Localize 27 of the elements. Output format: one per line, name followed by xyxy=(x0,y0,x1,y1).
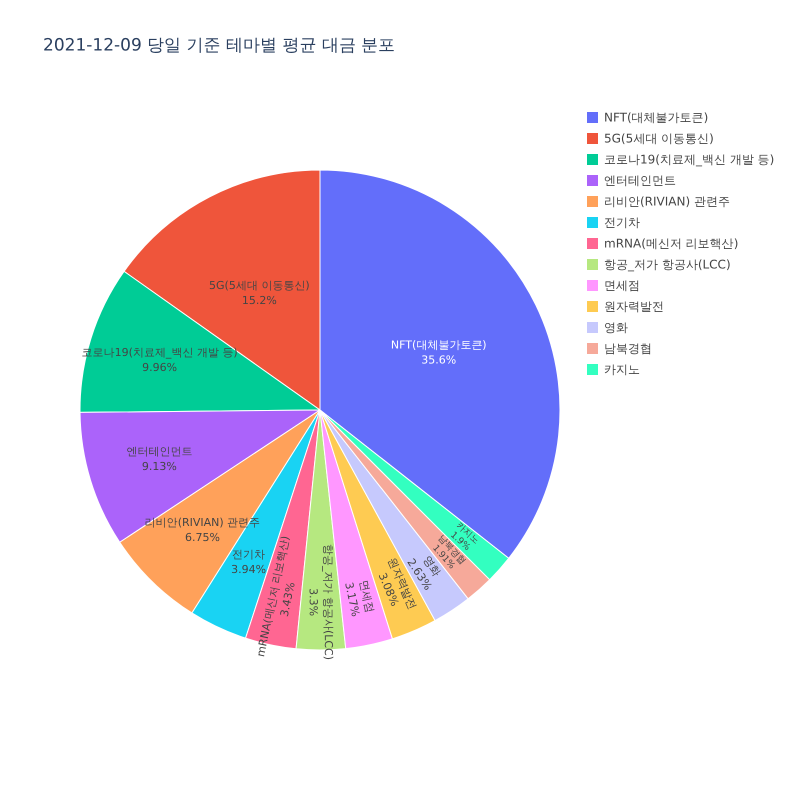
legend-label: 코로나19(치료제_백신 개발 등) xyxy=(604,152,774,166)
legend-label: 영화 xyxy=(604,320,628,334)
data-label: 3.3% xyxy=(306,588,320,616)
data-label: 15.2% xyxy=(242,294,277,307)
legend-label: NFT(대체불가토큰) xyxy=(604,110,708,124)
data-label: 3.43% xyxy=(278,580,298,618)
legend-label: 엔터테인먼트 xyxy=(604,174,676,188)
legend-label: 원자력발전 xyxy=(604,300,664,314)
slice-label: 5G(5세대 이동통신) xyxy=(209,278,310,292)
legend-label: 면세점 xyxy=(604,278,640,292)
legend-label: 남북경협 xyxy=(604,342,652,356)
data-label: 3.94% xyxy=(231,563,266,576)
slice-label: 항공_저가 항공사(LCC) xyxy=(321,544,335,660)
legend-label: mRNA(메신저 리보핵산) xyxy=(604,236,738,250)
legend-label: 전기차 xyxy=(604,216,640,230)
chart-title: 2021-12-09 당일 기준 테마별 평균 대금 분포 xyxy=(43,36,396,56)
legend-label: 항공_저가 항공사(LCC) xyxy=(604,258,731,272)
data-label: 35.6% xyxy=(421,353,456,366)
legend-label: 리비안(RIVIAN) 관련주 xyxy=(604,194,730,208)
data-label: 9.13% xyxy=(142,460,177,474)
data-label: 9.96% xyxy=(142,360,178,374)
data-label: 6.75% xyxy=(184,531,220,544)
legend-label: 카지노 xyxy=(604,362,640,376)
legend-label: 5G(5세대 이동통신) xyxy=(604,132,714,146)
slice-label: 엔터테인먼트 xyxy=(126,445,192,458)
slice-label: 전기차 xyxy=(232,548,266,562)
slice-label: NFT(대체불가토큰) xyxy=(390,338,487,352)
